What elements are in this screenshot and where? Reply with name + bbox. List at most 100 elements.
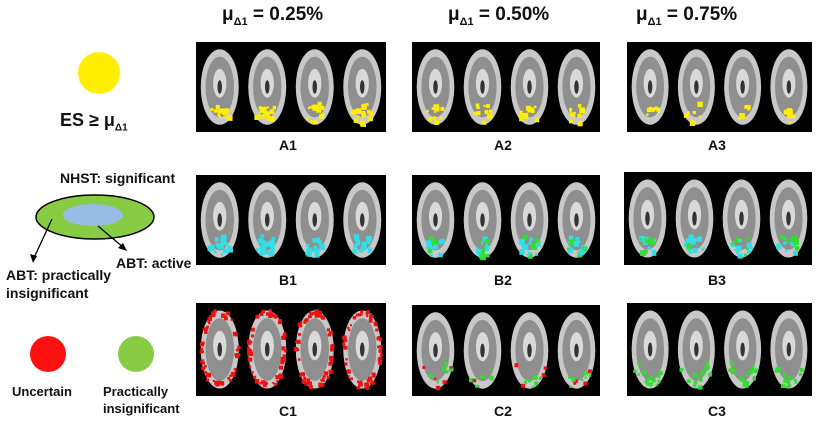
activation-voxel — [644, 379, 649, 384]
brain-ventricle — [433, 80, 438, 94]
activation-voxel — [753, 368, 758, 373]
activation-voxel — [304, 318, 309, 322]
activation-voxel — [227, 116, 231, 120]
activation-voxel — [355, 239, 359, 242]
brain-slice — [200, 182, 239, 258]
activation-voxel — [356, 386, 361, 390]
brain-ventricle — [359, 342, 365, 357]
activation-voxel — [306, 247, 312, 254]
activation-voxel — [785, 238, 790, 243]
activation-voxel — [518, 239, 525, 245]
activation-voxel — [738, 117, 741, 120]
activation-voxel — [569, 107, 573, 111]
activation-voxel — [579, 107, 585, 114]
brain-slice — [631, 310, 669, 389]
activation-voxel — [639, 236, 645, 242]
activation-voxel — [282, 358, 287, 363]
activation-voxel — [257, 238, 264, 244]
activation-voxel — [476, 111, 481, 116]
activation-voxel — [304, 381, 309, 386]
activation-voxel — [752, 377, 756, 381]
activation-voxel — [216, 242, 221, 248]
activation-voxel — [746, 236, 750, 239]
activation-voxel — [309, 106, 312, 109]
activation-voxel — [347, 326, 350, 329]
activation-voxel — [658, 370, 663, 376]
activation-voxel — [269, 116, 275, 122]
activation-voxel — [255, 248, 259, 252]
activation-voxel — [693, 384, 697, 388]
activation-voxel — [349, 377, 353, 381]
activation-voxel — [312, 311, 316, 315]
activation-voxel — [361, 112, 367, 118]
activation-voxel — [347, 328, 351, 332]
activation-voxel — [568, 376, 571, 379]
activation-voxel — [204, 327, 208, 332]
brain-ventricle — [217, 342, 223, 357]
activation-voxel — [259, 382, 263, 385]
activation-voxel — [247, 346, 250, 349]
activation-voxel — [200, 360, 203, 364]
brain-slice — [675, 179, 714, 258]
activation-voxel — [247, 348, 251, 352]
activation-voxel — [786, 108, 792, 114]
activation-voxel — [326, 375, 330, 379]
activation-voxel — [320, 315, 324, 319]
activation-voxel — [522, 115, 526, 119]
activation-voxel — [322, 377, 325, 380]
activation-voxel — [422, 365, 426, 369]
activation-voxel — [701, 370, 705, 374]
brain-ventricle — [647, 342, 653, 357]
activation-voxel — [217, 113, 221, 117]
brain-slice — [770, 310, 808, 389]
activation-voxel — [308, 385, 313, 390]
brain-ventricle — [264, 213, 270, 227]
activation-voxel — [199, 350, 203, 354]
activation-voxel — [213, 309, 217, 313]
activation-voxel — [793, 250, 798, 256]
activation-voxel — [231, 373, 235, 377]
activation-voxel — [330, 347, 334, 352]
activation-voxel — [703, 371, 706, 375]
activation-voxel — [440, 106, 445, 111]
activation-voxel — [225, 311, 230, 316]
activation-voxel — [378, 361, 382, 366]
brain-panel-a1 — [196, 42, 386, 132]
activation-voxel — [260, 106, 267, 113]
activation-voxel — [263, 241, 269, 248]
brain-slice — [628, 179, 667, 258]
activation-voxel — [259, 250, 265, 256]
activation-voxel — [736, 251, 739, 255]
brain-panel-b1 — [196, 175, 386, 265]
activation-voxel — [637, 361, 641, 365]
activation-voxel — [739, 112, 745, 119]
activation-voxel — [646, 113, 649, 116]
activation-voxel — [272, 382, 275, 385]
activation-voxel — [314, 309, 319, 314]
activation-voxel — [215, 104, 220, 109]
activation-voxel — [228, 248, 233, 253]
activation-voxel — [207, 319, 211, 323]
activation-voxel — [532, 375, 537, 380]
legend-uncertain: Uncertain — [12, 384, 72, 399]
activation-voxel — [685, 238, 691, 243]
brain-ventricle — [574, 213, 579, 227]
panel-label-a3: A3 — [708, 137, 726, 153]
activation-voxel — [701, 247, 705, 251]
activation-voxel — [429, 253, 432, 257]
brain-panel-a3 — [627, 42, 812, 132]
brain-slice — [246, 308, 287, 389]
activation-voxel — [698, 385, 703, 390]
activation-voxel — [649, 384, 652, 387]
activation-voxel — [656, 107, 661, 112]
activation-voxel — [543, 366, 547, 370]
activation-voxel — [746, 242, 753, 249]
activation-voxel — [316, 107, 322, 113]
activation-voxel — [482, 236, 488, 242]
activation-voxel — [482, 120, 487, 125]
activation-voxel — [232, 331, 237, 336]
activation-voxel — [522, 244, 529, 250]
activation-voxel — [647, 237, 654, 244]
activation-voxel — [430, 254, 433, 257]
activation-voxel — [789, 375, 793, 380]
